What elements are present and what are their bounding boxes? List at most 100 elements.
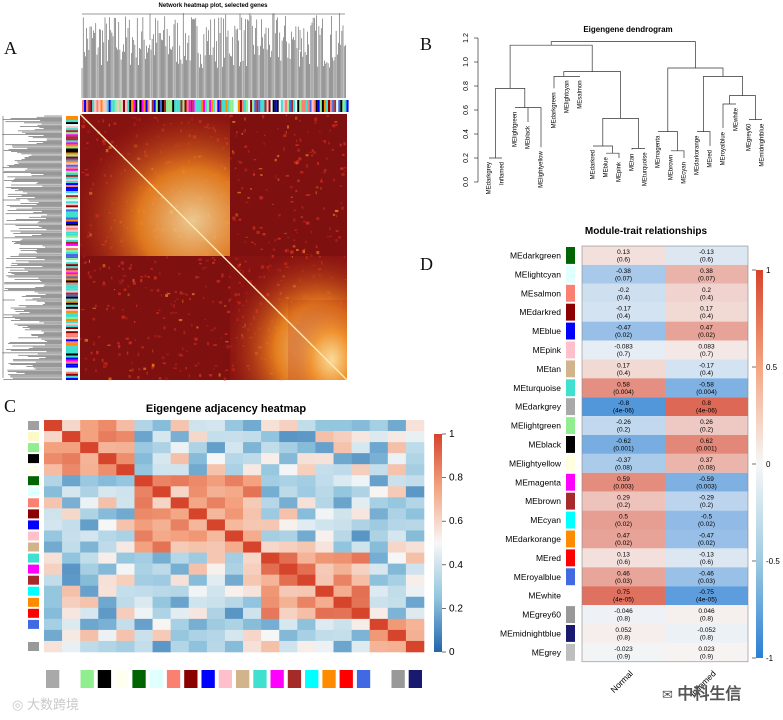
heatmap-speckle (220, 165, 224, 168)
heatmap-speckle (245, 201, 249, 204)
heatmap-speckle (154, 170, 157, 174)
trait-cell (582, 567, 665, 587)
heatmap-speckle (248, 280, 252, 284)
heatmap-speckle (128, 267, 132, 270)
heatmap-speckle (231, 368, 235, 372)
adjacency-cell (369, 596, 389, 609)
heatmap-speckle (234, 293, 237, 297)
module-color-cell (209, 100, 212, 112)
heatmap-speckle (335, 230, 339, 232)
adjacency-cell (297, 618, 316, 631)
heatmap-speckle (101, 243, 105, 246)
adjacency-cell (405, 585, 425, 598)
heatmap-speckle (108, 123, 110, 126)
adjacency-cell (134, 607, 153, 620)
heatmap-speckle (198, 197, 202, 200)
adjacency-cell (369, 640, 389, 653)
adjacency-cell (188, 497, 208, 509)
wechat-icon: ✉ (662, 687, 673, 702)
heatmap-speckle (92, 358, 96, 361)
heatmap-speckle (90, 227, 92, 230)
heatmap-speckle (141, 247, 145, 250)
heatmap-speckle (154, 236, 158, 239)
module-color-cell (66, 237, 78, 240)
p-value: (0.6) (617, 257, 630, 264)
heatmap-speckle (102, 264, 106, 268)
heatmap-speckle (80, 243, 83, 246)
heatmap-speckle (304, 248, 306, 251)
module-color-swatch (566, 473, 575, 491)
heatmap-speckle (208, 374, 213, 377)
adjacency-cell (279, 420, 298, 432)
adjacency-cell (369, 618, 389, 631)
adjacency-cell (243, 519, 262, 531)
heatmap-speckle (95, 138, 99, 142)
module-color-swatch (566, 360, 575, 378)
module-color-cell (118, 100, 121, 112)
heatmap-speckle (137, 352, 140, 357)
adjacency-cell (279, 596, 298, 609)
heatmap-speckle (235, 134, 237, 138)
heatmap-speckle (96, 350, 99, 355)
module-color-cell (66, 197, 78, 200)
adjacency-cell (80, 519, 99, 531)
heatmap-speckle (295, 144, 299, 147)
heatmap-speckle (218, 250, 220, 253)
adjacency-cell (62, 475, 81, 487)
heatmap-speckle (125, 316, 128, 320)
heatmap-speckle (95, 369, 97, 372)
module-color-cell (66, 298, 78, 301)
correlation-value: -0.8 (618, 400, 630, 407)
adjacency-cell (62, 541, 81, 553)
watermark-logo-icon: ◎ (12, 697, 24, 712)
colorbar-tick-label: 0 (766, 460, 771, 469)
heatmap-speckle (116, 342, 121, 345)
adjacency-cell (405, 431, 425, 443)
p-value: (0.8) (700, 616, 713, 623)
correlation-value: 0.2 (702, 287, 711, 294)
adjacency-cell (351, 519, 371, 531)
adjacency-cell (243, 442, 262, 454)
adjacency-cell (243, 530, 262, 542)
correlation-value: -0.17 (699, 362, 714, 369)
heatmap-speckle (327, 236, 330, 238)
heatmap-speckle (268, 241, 270, 244)
module-color-cell (66, 343, 78, 346)
module-color-cell (215, 100, 218, 112)
heatmap-speckle (315, 191, 317, 195)
module-color-cell (116, 100, 119, 112)
heatmap-speckle (316, 376, 320, 379)
heatmap-speckle (162, 362, 166, 365)
trait-cell (665, 491, 748, 511)
heatmap-speckle (208, 215, 211, 218)
heatmap-speckle (341, 206, 345, 210)
module-color-cell (328, 100, 331, 112)
heatmap-speckle (86, 142, 89, 145)
module-color-cell (66, 249, 78, 253)
heatmap-speckle (103, 362, 106, 365)
heatmap-speckle (155, 228, 159, 230)
heatmap-speckle (306, 154, 309, 157)
adjacency-cell (315, 497, 334, 509)
heatmap-speckle (148, 220, 151, 222)
module-color-cell (66, 162, 78, 165)
adjacency-cell (351, 640, 371, 653)
heatmap-speckle (106, 307, 108, 311)
panel-a-top-module-colors (82, 100, 349, 112)
leaf-label: MEroyalblue (721, 131, 727, 165)
panel-label-c: C (4, 396, 17, 416)
heatmap-speckle (216, 140, 220, 142)
module-color-cell (211, 100, 214, 112)
heatmap-speckle (265, 188, 268, 191)
heatmap-speckle (236, 131, 238, 134)
heatmap-speckle (213, 344, 217, 347)
leaf-label: MEdarkred (591, 150, 597, 179)
module-color-cell (207, 100, 210, 112)
adjacency-cell (62, 629, 81, 642)
adjacency-cell (152, 486, 171, 498)
adjacency-cell (188, 596, 208, 609)
module-color-cell (66, 176, 78, 179)
module-color-swatch (28, 531, 39, 541)
module-color-cell (66, 231, 78, 234)
